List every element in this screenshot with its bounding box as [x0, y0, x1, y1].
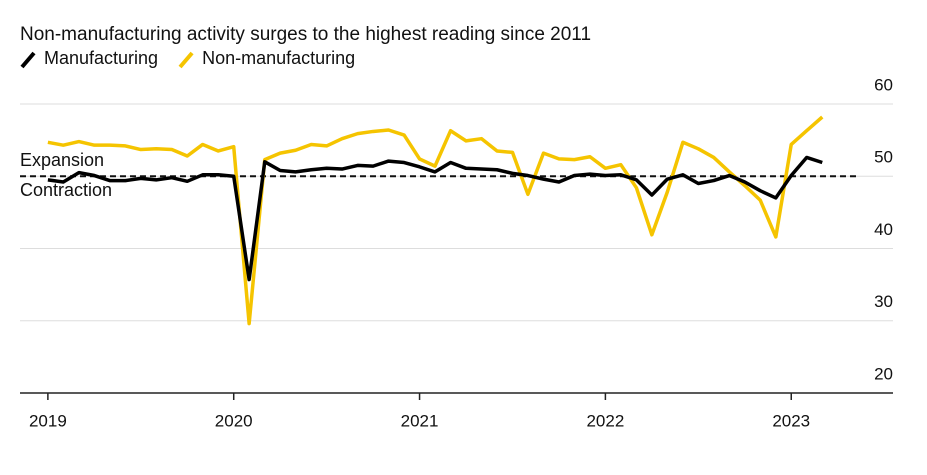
x-tick-label: 2022 — [586, 411, 624, 430]
y-tick-label: 30 — [874, 292, 893, 311]
y-tick-label: 60 — [874, 75, 893, 94]
y-tick-label: 40 — [874, 220, 893, 239]
chart-title: Non-manufacturing activity surges to the… — [20, 24, 591, 45]
y-tick-label: 20 — [874, 364, 893, 383]
x-tick-label: 2021 — [401, 411, 439, 430]
x-tick-label: 2020 — [215, 411, 253, 430]
y-tick-label: 50 — [874, 148, 893, 167]
legend-label: Manufacturing — [44, 48, 158, 68]
legend-swatch — [20, 51, 36, 69]
series-line — [47, 155, 823, 282]
series-line — [47, 115, 824, 326]
annotation: Contraction — [20, 180, 112, 200]
legend-swatch — [178, 51, 194, 69]
x-tick-label: 2019 — [29, 411, 67, 430]
annotation: Expansion — [20, 150, 104, 170]
x-tick-label: 2023 — [772, 411, 810, 430]
legend-label: Non-manufacturing — [202, 48, 355, 68]
